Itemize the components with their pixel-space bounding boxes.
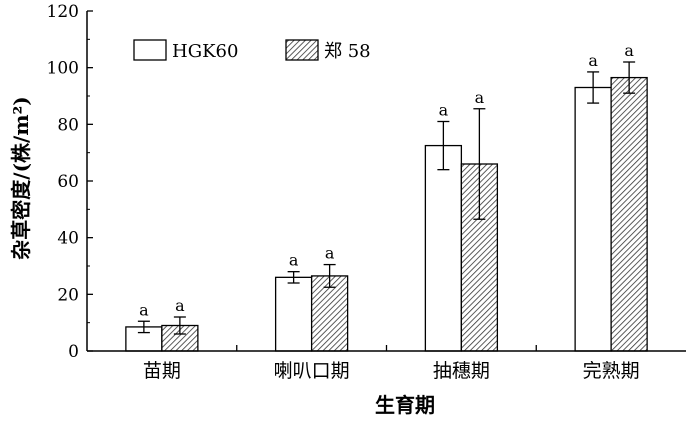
significance-label: a [325,244,335,263]
x-category-label: 完熟期 [583,360,640,382]
y-tick-label: 20 [57,285,79,305]
x-axis-title: 生育期 [375,393,435,417]
y-tick-label: 60 [57,172,79,192]
y-tick-label: 100 [47,59,79,79]
y-tick-label: 120 [47,2,79,22]
significance-label: a [439,101,449,120]
bar [610,76,648,352]
significance-label: a [289,251,299,270]
legend: HGK60 郑 58 [133,39,371,62]
legend-label: 郑 58 [324,41,371,62]
significance-label: a [624,41,634,60]
y-tick-label: 0 [68,342,79,362]
x-category-label: 苗期 [143,360,181,382]
significance-label: a [475,88,485,107]
legend-label: HGK60 [172,41,238,62]
significance-label: a [175,296,185,315]
legend-swatch [133,39,167,61]
axes-layer: 0 20 40 60 80 100 120 苗期 喇叭口期 抽穗期 完熟期 [47,2,686,382]
significance-label: a [588,51,598,70]
bar [274,276,313,352]
significance-label: a [139,300,149,319]
y-tick-label: 80 [57,115,79,135]
bar [424,144,463,352]
y-axis-title: 杂草密度/(株/m²) [9,96,33,259]
y-tick-label: 40 [57,229,79,249]
plot-layer: a a a a a a a a [125,41,648,352]
x-category-label: 喇叭口期 [274,360,350,382]
x-category-label: 抽穗期 [433,360,490,382]
bar [574,86,612,352]
legend-swatch [285,39,319,61]
